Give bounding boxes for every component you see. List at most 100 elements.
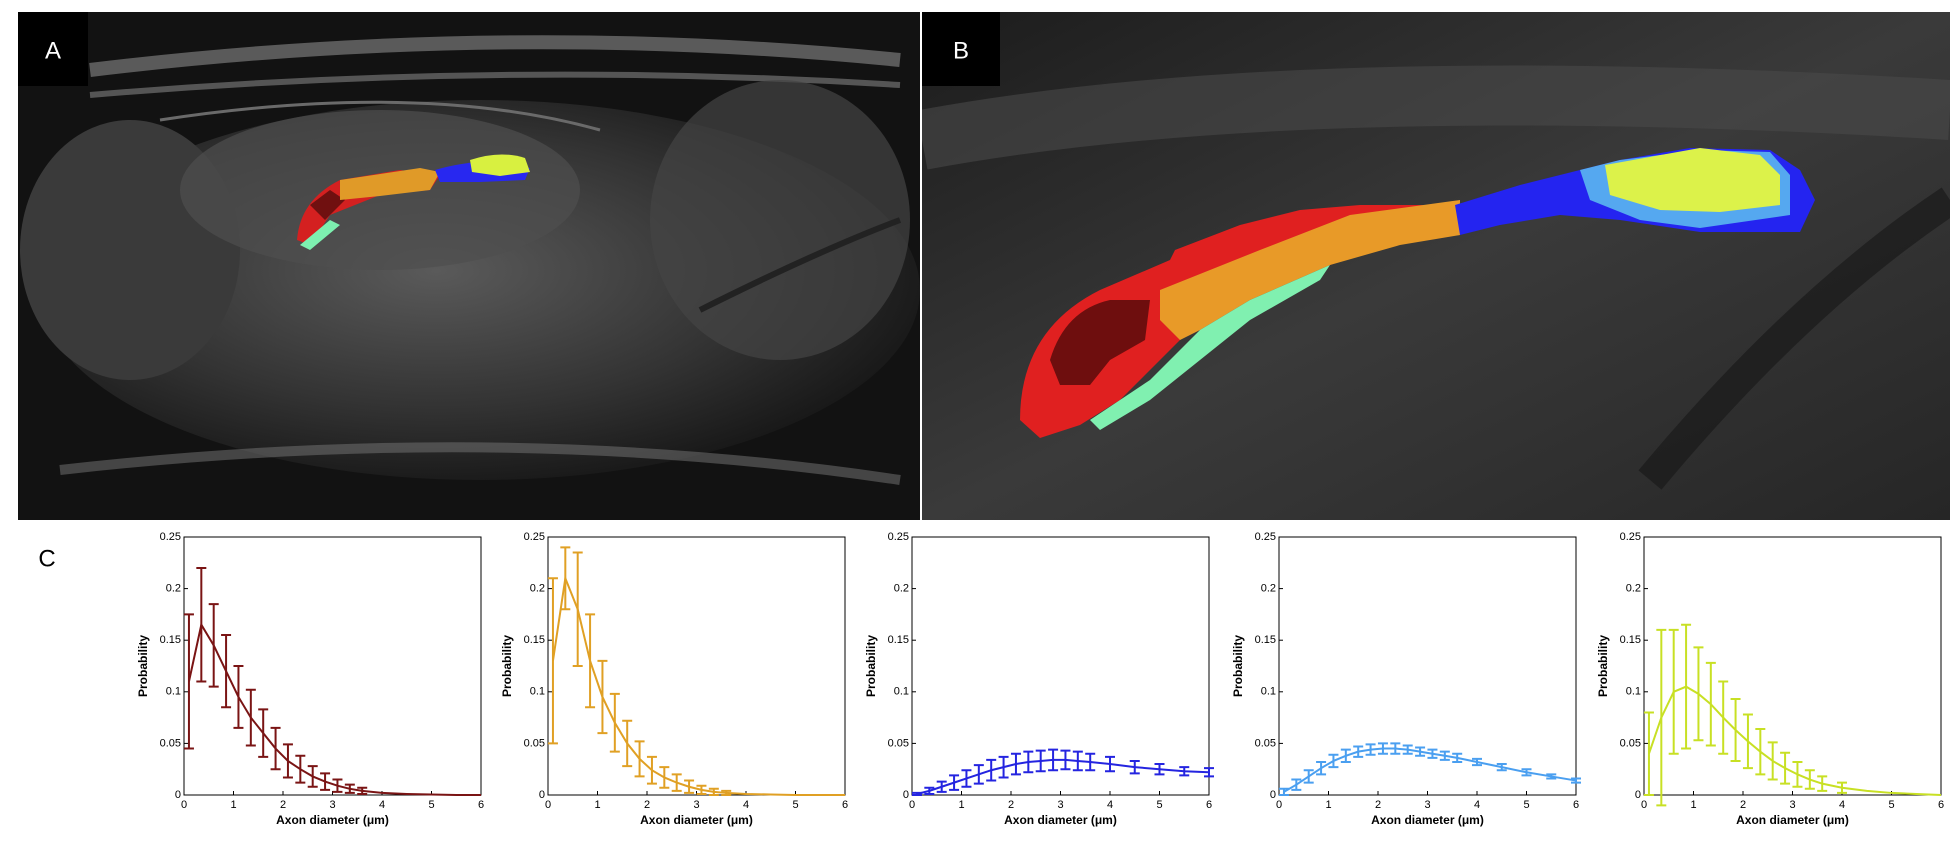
error-bar bbox=[1303, 769, 1314, 784]
x-tick-label: 3 bbox=[1789, 799, 1795, 811]
y-tick-label: 0.2 bbox=[894, 583, 909, 595]
x-tick-label: 5 bbox=[428, 799, 434, 811]
error-bar bbox=[721, 789, 732, 796]
error-bar bbox=[1328, 753, 1339, 769]
plot-frame bbox=[911, 536, 1210, 796]
error-bar bbox=[1837, 781, 1847, 794]
plot-frame bbox=[547, 536, 846, 796]
y-tick-label: 0.05 bbox=[1620, 737, 1641, 749]
data-line bbox=[187, 622, 481, 796]
x-tick-label: 6 bbox=[478, 799, 484, 811]
x-tick-label: 5 bbox=[792, 799, 798, 811]
x-axis-title: Axon diameter (μm) bbox=[1736, 813, 1849, 827]
y-tick-label: 0.25 bbox=[524, 531, 545, 543]
error-bar bbox=[208, 603, 219, 688]
y-tick-label: 0.25 bbox=[1255, 531, 1276, 543]
y-tick-label: 0.1 bbox=[1626, 686, 1641, 698]
x-tick-label: 6 bbox=[1206, 799, 1212, 811]
x-tick-label: 3 bbox=[693, 799, 699, 811]
y-tick-label: 0.1 bbox=[530, 686, 545, 698]
error-bar bbox=[1340, 748, 1351, 763]
error-bar bbox=[295, 754, 306, 784]
error-bar bbox=[1179, 766, 1190, 777]
error-bar bbox=[1472, 757, 1482, 767]
y-tick-label: 0.1 bbox=[166, 686, 181, 698]
error-bar bbox=[1767, 741, 1778, 781]
error-bar bbox=[949, 774, 960, 791]
error-bar bbox=[1546, 773, 1557, 780]
error-bar bbox=[183, 613, 194, 750]
error-bar bbox=[1693, 646, 1704, 742]
y-tick-label: 0.2 bbox=[1261, 583, 1276, 595]
y-tick-label: 0.1 bbox=[1261, 686, 1276, 698]
error-bar bbox=[1204, 767, 1214, 778]
error-bar bbox=[1718, 680, 1729, 755]
error-bar bbox=[357, 786, 368, 795]
error-bar bbox=[1060, 749, 1071, 771]
y-tick-label: 0.25 bbox=[1620, 531, 1641, 543]
error-bar bbox=[1010, 752, 1021, 776]
data-line bbox=[1648, 685, 1942, 796]
error-bar bbox=[671, 773, 682, 792]
error-bar bbox=[1496, 763, 1507, 772]
error-bar bbox=[270, 726, 281, 771]
x-tick-label: 2 bbox=[1375, 799, 1381, 811]
x-tick-label: 2 bbox=[280, 799, 286, 811]
y-tick-label: 0 bbox=[903, 789, 909, 801]
y-tick-label: 0 bbox=[1270, 789, 1276, 801]
y-axis-title: Probability bbox=[136, 635, 150, 697]
x-tick-label: 3 bbox=[1424, 799, 1430, 811]
x-tick-label: 6 bbox=[1573, 799, 1579, 811]
x-tick-label: 1 bbox=[1325, 799, 1331, 811]
mri-image-b: B bbox=[922, 12, 1950, 520]
y-tick-label: 0.15 bbox=[160, 634, 181, 646]
error-bar bbox=[1105, 755, 1115, 773]
x-tick-label: 2 bbox=[1740, 799, 1746, 811]
error-bar bbox=[1705, 661, 1716, 747]
plot-frame bbox=[1643, 536, 1942, 796]
x-tick-label: 1 bbox=[230, 799, 236, 811]
error-bar bbox=[1656, 628, 1667, 807]
error-bar bbox=[1730, 698, 1741, 762]
error-bar bbox=[1316, 760, 1327, 776]
y-tick-label: 0.2 bbox=[166, 583, 181, 595]
error-bar bbox=[1780, 751, 1791, 785]
error-bar bbox=[585, 613, 596, 709]
error-bar bbox=[1365, 743, 1376, 756]
error-bar bbox=[986, 758, 997, 782]
error-bar bbox=[332, 778, 343, 793]
error-bar bbox=[1353, 745, 1364, 758]
x-tick-label: 3 bbox=[329, 799, 335, 811]
x-tick-label: 0 bbox=[909, 799, 915, 811]
data-line bbox=[1283, 747, 1577, 793]
x-tick-label: 0 bbox=[545, 799, 551, 811]
error-bar bbox=[1085, 752, 1096, 772]
data-line bbox=[551, 574, 845, 796]
x-tick-label: 4 bbox=[379, 799, 385, 811]
x-tick-label: 6 bbox=[842, 799, 848, 811]
x-axis-title: Axon diameter (μm) bbox=[1371, 813, 1484, 827]
error-bar bbox=[973, 764, 984, 785]
error-bar bbox=[1521, 768, 1532, 777]
error-bar bbox=[320, 772, 331, 791]
error-bar bbox=[1643, 711, 1654, 796]
error-bar bbox=[1415, 746, 1426, 757]
x-tick-label: 4 bbox=[1107, 799, 1113, 811]
error-bar bbox=[1291, 778, 1302, 791]
x-tick-label: 0 bbox=[1276, 799, 1282, 811]
error-bar bbox=[1452, 752, 1463, 763]
y-tick-label: 0.15 bbox=[1255, 634, 1276, 646]
y-tick-label: 0.2 bbox=[530, 583, 545, 595]
x-tick-label: 5 bbox=[1156, 799, 1162, 811]
y-tick-label: 0.15 bbox=[888, 634, 909, 646]
x-tick-label: 2 bbox=[1008, 799, 1014, 811]
y-tick-label: 0.2 bbox=[1626, 583, 1641, 595]
error-bar bbox=[708, 787, 719, 796]
error-bar bbox=[344, 783, 355, 794]
error-bar bbox=[221, 634, 232, 709]
x-tick-label: 1 bbox=[1690, 799, 1696, 811]
x-tick-label: 1 bbox=[594, 799, 600, 811]
error-bar bbox=[1377, 742, 1388, 755]
